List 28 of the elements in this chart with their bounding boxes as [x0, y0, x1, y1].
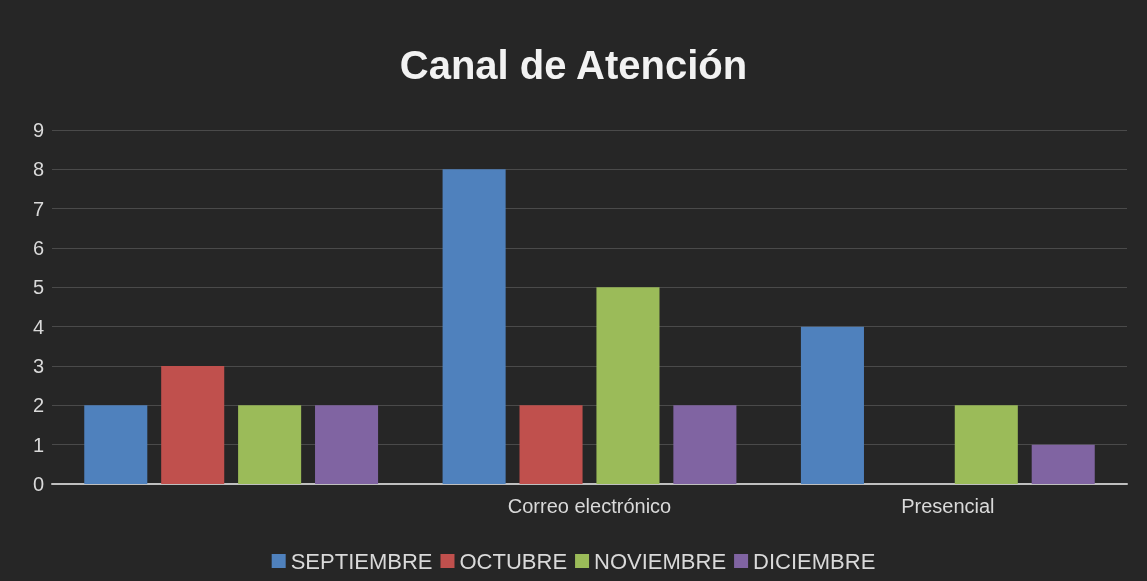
y-tick-label: 9: [32, 119, 44, 141]
bar: [442, 169, 506, 484]
y-tick-label: 8: [32, 158, 44, 181]
bar: [84, 405, 148, 484]
legend-label: DICIEMBRE: [753, 548, 876, 574]
y-tick-label: 5: [32, 276, 44, 299]
bar: [800, 326, 864, 484]
x-tick-label: Presencial: [901, 495, 995, 517]
y-tick-label: 6: [32, 237, 44, 259]
bar: [519, 405, 583, 484]
legend-label: NOVIEMBRE: [594, 548, 727, 574]
y-tick-label: 4: [32, 315, 44, 338]
bar: [673, 405, 737, 484]
y-tick-label: 7: [32, 197, 44, 220]
y-tick-label: 2: [32, 394, 44, 417]
legend-label: SEPTIEMBRE: [290, 548, 433, 574]
bar: [596, 287, 660, 484]
chart-title: Canal de Atención: [399, 43, 748, 87]
y-tick-label: 3: [32, 355, 44, 377]
x-tick-label: Correo electrónico: [507, 495, 672, 517]
y-tick-label: 0: [32, 473, 44, 495]
legend-label: OCTUBRE: [459, 548, 568, 574]
bar: [1031, 444, 1095, 484]
bar: [315, 405, 379, 484]
bar: [238, 405, 302, 484]
y-tick-label: 1: [32, 433, 44, 456]
bar: [954, 405, 1018, 484]
bar: [161, 366, 225, 484]
